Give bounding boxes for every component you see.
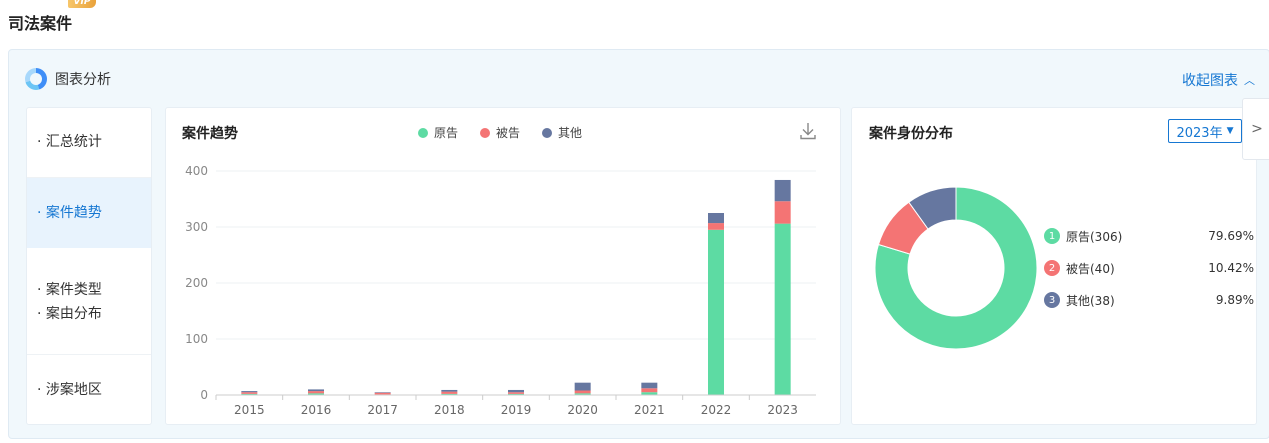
download-icon[interactable] — [798, 121, 818, 141]
bar-segment[interactable] — [441, 391, 458, 394]
nav-item-label: · 案由分布 — [37, 306, 102, 322]
nav-divider — [27, 354, 151, 355]
chevron-right-icon: > — [1251, 121, 1263, 137]
collapse-charts-label: 收起图表 — [1182, 73, 1238, 89]
x-tick-label: 2015 — [234, 403, 265, 417]
legend-label: 被告 — [496, 126, 521, 140]
bar-segment[interactable] — [241, 391, 258, 393]
bar-segment[interactable] — [441, 393, 458, 395]
bar-segment[interactable] — [241, 392, 258, 394]
caret-down-icon: ▼ — [1226, 126, 1234, 136]
y-tick-label: 100 — [185, 332, 208, 346]
bar-segment[interactable] — [774, 201, 791, 224]
x-tick-label: 2022 — [701, 403, 732, 417]
side-expand-button[interactable]: > — [1242, 98, 1269, 160]
bar-segment[interactable] — [574, 393, 591, 395]
case-trend-card: 案件趋势 原告 被告 其他 0 100 200 300 400 2015 2016 2017 2… — [165, 107, 841, 425]
year-select-value: 2023年 — [1176, 125, 1223, 141]
identity-legend-row: 2 被告(40) 10.42% — [1044, 259, 1254, 277]
identity-legend-pct: 9.89% — [1215, 293, 1254, 307]
y-tick-label: 0 — [200, 388, 208, 402]
chart-analysis-icon — [25, 68, 47, 90]
legend-label: 其他 — [558, 126, 583, 140]
vip-badge: VIP — [68, 0, 96, 8]
trend-legend: 原告 被告 其他 — [418, 124, 604, 141]
bar-segment[interactable] — [241, 393, 258, 395]
case-trend-chart: 0 100 200 300 400 2015 2016 2017 2018 2019 2020 202… — [185, 164, 816, 417]
nav-item-label: · 涉案地区 — [37, 382, 102, 398]
identity-legend-pct: 79.69% — [1208, 229, 1254, 243]
bar-segment[interactable] — [641, 388, 658, 393]
panel-header: 图表分析 — [25, 66, 111, 92]
legend-label: 原告 — [434, 126, 459, 140]
x-tick-label: 2020 — [567, 403, 598, 417]
bar-segment[interactable] — [308, 393, 324, 395]
y-tick-label: 300 — [185, 220, 208, 234]
bar-segment[interactable] — [641, 392, 658, 395]
nav-divider — [27, 177, 151, 178]
rank-badge: 3 — [1044, 292, 1060, 308]
bar-segment[interactable] — [308, 389, 324, 392]
x-tick-label: 2023 — [767, 403, 798, 417]
x-tick-label: 2017 — [367, 403, 398, 417]
case-identity-card: 案件身份分布 2023年 ▼ 1 原告(306) 79.69% 2 被告(40)… — [851, 107, 1257, 425]
chevron-up-icon: ︿ — [1244, 74, 1255, 87]
legend-item-plaintiff[interactable]: 原告 — [418, 124, 458, 141]
legend-dot — [418, 127, 428, 138]
identity-legend-label: 被告(40) — [1066, 261, 1115, 276]
nav-item-summary[interactable]: · 汇总统计 — [27, 130, 151, 154]
bar-segment[interactable] — [441, 389, 458, 392]
bar-segment[interactable] — [308, 391, 324, 394]
year-select[interactable]: 2023年 ▼ — [1168, 119, 1242, 143]
nav-item-label: · 案件趋势 — [37, 205, 102, 221]
bar-segment[interactable] — [574, 382, 591, 391]
identity-legend-label: 原告(306) — [1066, 229, 1123, 244]
identity-legend-row: 1 原告(306) 79.69% — [1044, 227, 1254, 245]
nav-item-trend[interactable]: · 案件趋势 — [27, 178, 151, 248]
case-identity-title: 案件身份分布 — [869, 126, 953, 142]
y-tick-label: 200 — [185, 276, 208, 290]
bar-segment[interactable] — [508, 389, 524, 393]
x-tick-label: 2016 — [301, 403, 332, 417]
chart-analysis-panel: 图表分析 收起图表 ︿ · 汇总统计 · 案件趋势 · 案件类型 · 案由分布 … — [8, 49, 1269, 439]
identity-legend-pct: 10.42% — [1208, 261, 1254, 275]
bar-segment[interactable] — [641, 382, 658, 389]
donut-slice[interactable] — [874, 186, 1038, 350]
bar-segment[interactable] — [708, 213, 724, 224]
bar-segment[interactable] — [374, 392, 391, 395]
identity-donut-chart — [874, 186, 1038, 350]
x-tick-label: 2019 — [501, 403, 532, 417]
identity-legend-row: 3 其他(38) 9.89% — [1044, 291, 1254, 309]
page-title: 司法案件 — [8, 14, 73, 33]
bar-segment[interactable] — [574, 390, 591, 394]
case-trend-title: 案件趋势 — [182, 126, 238, 142]
nav-item-label: · 案件类型 — [37, 282, 102, 298]
chart-side-nav: · 汇总统计 · 案件趋势 · 案件类型 · 案由分布 · 涉案地区 — [26, 107, 152, 425]
y-tick-label: 400 — [185, 164, 208, 178]
identity-legend-label: 其他(38) — [1066, 293, 1115, 308]
bar-segment[interactable] — [374, 392, 391, 393]
bar-segment[interactable] — [508, 393, 524, 395]
bar-segment[interactable] — [774, 223, 791, 395]
panel-title: 图表分析 — [55, 72, 111, 88]
legend-item-other[interactable]: 其他 — [542, 124, 582, 141]
bar-segment[interactable] — [774, 179, 791, 202]
legend-item-defendant[interactable]: 被告 — [480, 124, 520, 141]
legend-dot — [542, 127, 553, 138]
nav-item-type-cause[interactable]: · 案件类型 · 案由分布 — [27, 278, 151, 326]
legend-dot — [480, 127, 491, 138]
rank-badge: 1 — [1044, 228, 1060, 244]
bar-segment[interactable] — [508, 392, 524, 394]
nav-item-label: · 汇总统计 — [37, 134, 102, 150]
bar-segment[interactable] — [708, 229, 724, 395]
nav-item-region[interactable]: · 涉案地区 — [27, 378, 151, 402]
x-tick-label: 2021 — [634, 403, 665, 417]
rank-badge: 2 — [1044, 260, 1060, 276]
donut-slice[interactable] — [908, 186, 957, 230]
bar-segment[interactable] — [708, 223, 724, 230]
collapse-charts-button[interactable]: 收起图表 ︿ — [1182, 70, 1255, 90]
x-tick-label: 2018 — [434, 403, 465, 417]
